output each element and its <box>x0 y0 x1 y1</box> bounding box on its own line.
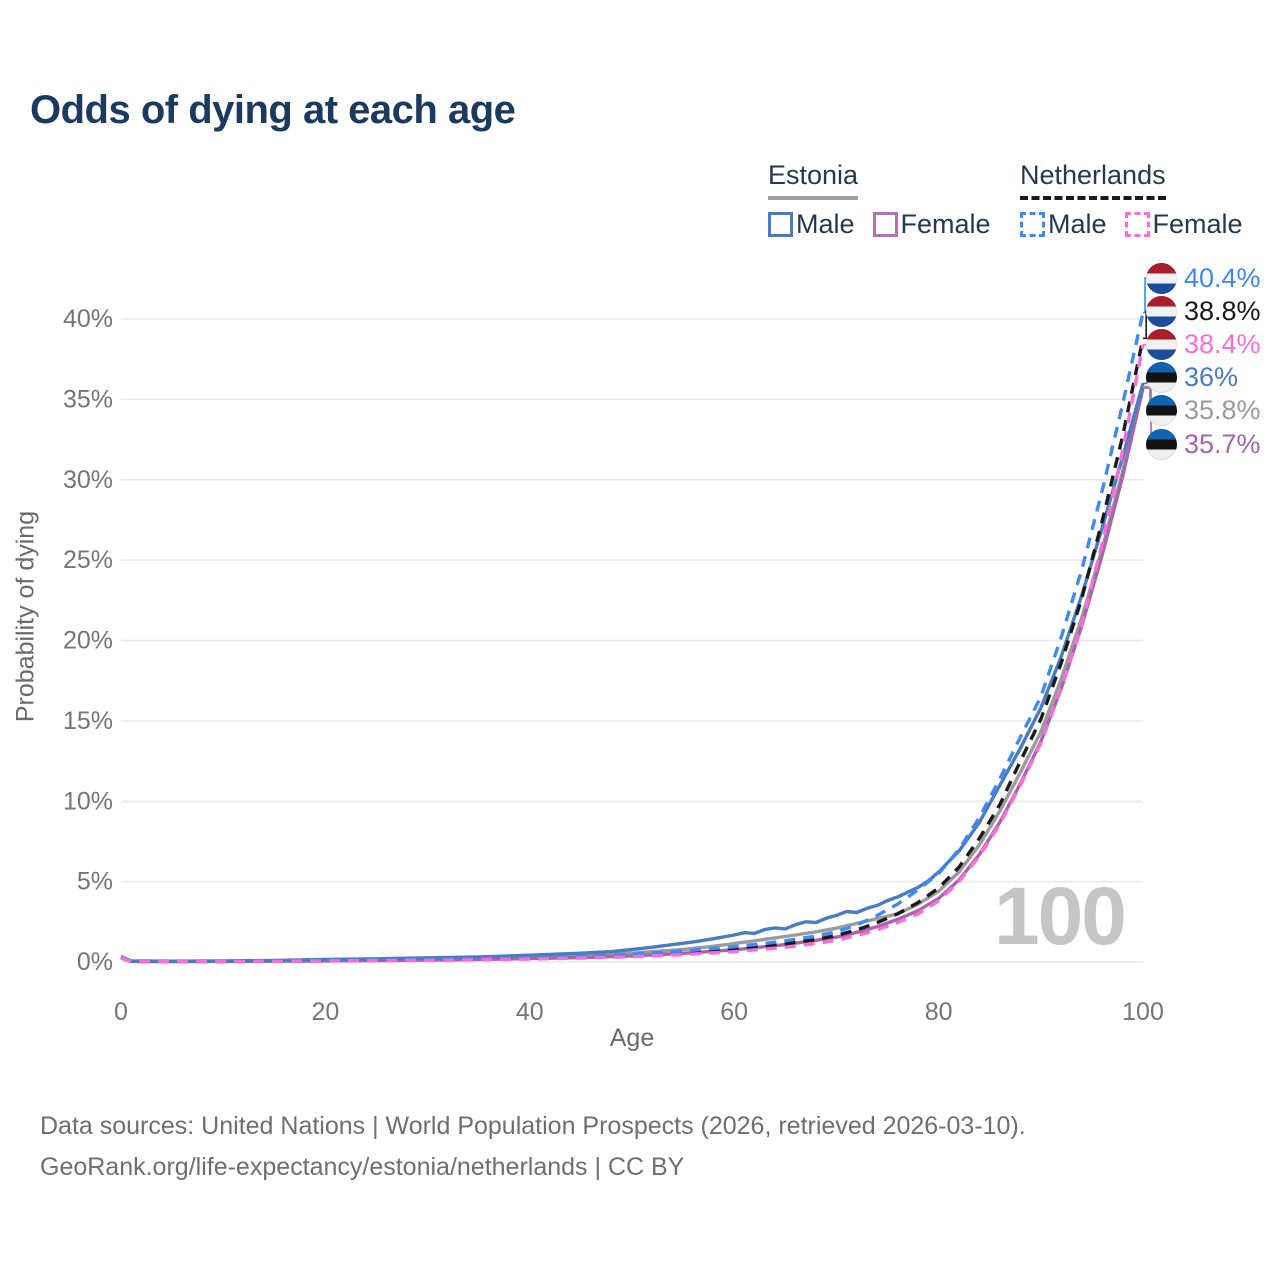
netherlands-flag-icon <box>1146 262 1177 294</box>
estonia-male-swatch-icon <box>768 212 793 237</box>
y-tick-label: 0% <box>77 948 113 976</box>
end-label-value: 40.4% <box>1184 262 1261 293</box>
series-line-netherlands-female[interactable] <box>120 344 1145 964</box>
end-label-value: 35.8% <box>1184 395 1261 426</box>
y-tick-label: 40% <box>63 305 113 333</box>
series-line-estonia-female[interactable] <box>120 387 1145 964</box>
legend-item-estonia-male[interactable]: Male <box>768 209 855 240</box>
netherlands-female-swatch-icon <box>1124 212 1150 237</box>
legend-item-label: Male <box>796 209 855 239</box>
series-line-netherlands-both[interactable] <box>120 337 1145 964</box>
end-label-row-netherlands-male: 40.4% <box>1146 261 1261 295</box>
end-label-row-netherlands-female: 38.4% <box>1146 327 1261 361</box>
end-label-row-estonia-both: 35.8% <box>1146 394 1261 428</box>
source-text: Data sources: United Nations | World Pop… <box>40 1106 1026 1188</box>
estonia-flag-icon <box>1146 362 1177 394</box>
netherlands-flag-icon <box>1146 295 1177 327</box>
y-tick-label: 30% <box>63 466 113 494</box>
x-tick-label: 0 <box>114 998 128 1026</box>
estonia-flag-icon <box>1146 428 1177 460</box>
y-tick-label: 15% <box>63 707 113 735</box>
legend-item-label: Female <box>1152 209 1243 239</box>
x-tick-label: 20 <box>311 998 339 1026</box>
legend-item-label: Male <box>1048 209 1107 239</box>
age-indicator-watermark: 100 <box>994 871 1127 962</box>
source-line-2: GeoRank.org/life-expectancy/estonia/neth… <box>40 1153 685 1181</box>
legend-item-estonia-female[interactable]: Female <box>872 209 991 240</box>
legend-group-netherlands: Netherlands Male Female <box>1020 160 1243 240</box>
y-tick-label: 10% <box>63 787 113 815</box>
end-label-row-netherlands-both: 38.8% <box>1146 294 1261 328</box>
estonia-female-swatch-icon <box>872 212 898 237</box>
x-tick-label: 60 <box>720 998 748 1026</box>
page-title: Odds of dying at each age <box>30 88 516 132</box>
legend-heading-estonia[interactable]: Estonia <box>768 160 859 200</box>
end-label-value: 35.7% <box>1184 428 1261 459</box>
series-line-estonia-both[interactable] <box>120 386 1145 964</box>
x-tick-label: 100 <box>1122 998 1164 1026</box>
source-line-1: Data sources: United Nations | World Pop… <box>40 1112 1026 1140</box>
y-tick-label: 25% <box>63 546 113 574</box>
y-tick-label: 5% <box>77 868 113 896</box>
y-tick-label: 20% <box>63 627 113 655</box>
netherlands-male-swatch-icon <box>1020 212 1045 237</box>
end-label-row-estonia-female: 35.7% <box>1146 427 1261 461</box>
series-line-estonia-male[interactable] <box>120 382 1145 963</box>
end-label-value: 36% <box>1184 362 1239 393</box>
end-label-value: 38.8% <box>1184 295 1261 326</box>
x-tick-label: 80 <box>925 998 953 1026</box>
y-axis-title: Probability of dying <box>11 510 40 723</box>
legend-item-label: Female <box>900 209 991 239</box>
end-label-value: 38.4% <box>1184 328 1261 359</box>
estonia-flag-icon <box>1146 395 1177 427</box>
legend-item-netherlands-female[interactable]: Female <box>1124 209 1243 240</box>
legend-group-estonia: Estonia Male Female <box>768 160 991 240</box>
y-tick-label: 35% <box>63 385 113 413</box>
legend-heading-netherlands[interactable]: Netherlands <box>1020 160 1166 200</box>
netherlands-flag-icon <box>1146 328 1177 360</box>
x-tick-label: 40 <box>516 998 544 1026</box>
x-axis-title: Age <box>609 1024 655 1052</box>
end-label-row-estonia-male: 36% <box>1146 361 1238 395</box>
legend-item-netherlands-male[interactable]: Male <box>1020 209 1107 240</box>
series-line-netherlands-male[interactable] <box>120 312 1145 964</box>
